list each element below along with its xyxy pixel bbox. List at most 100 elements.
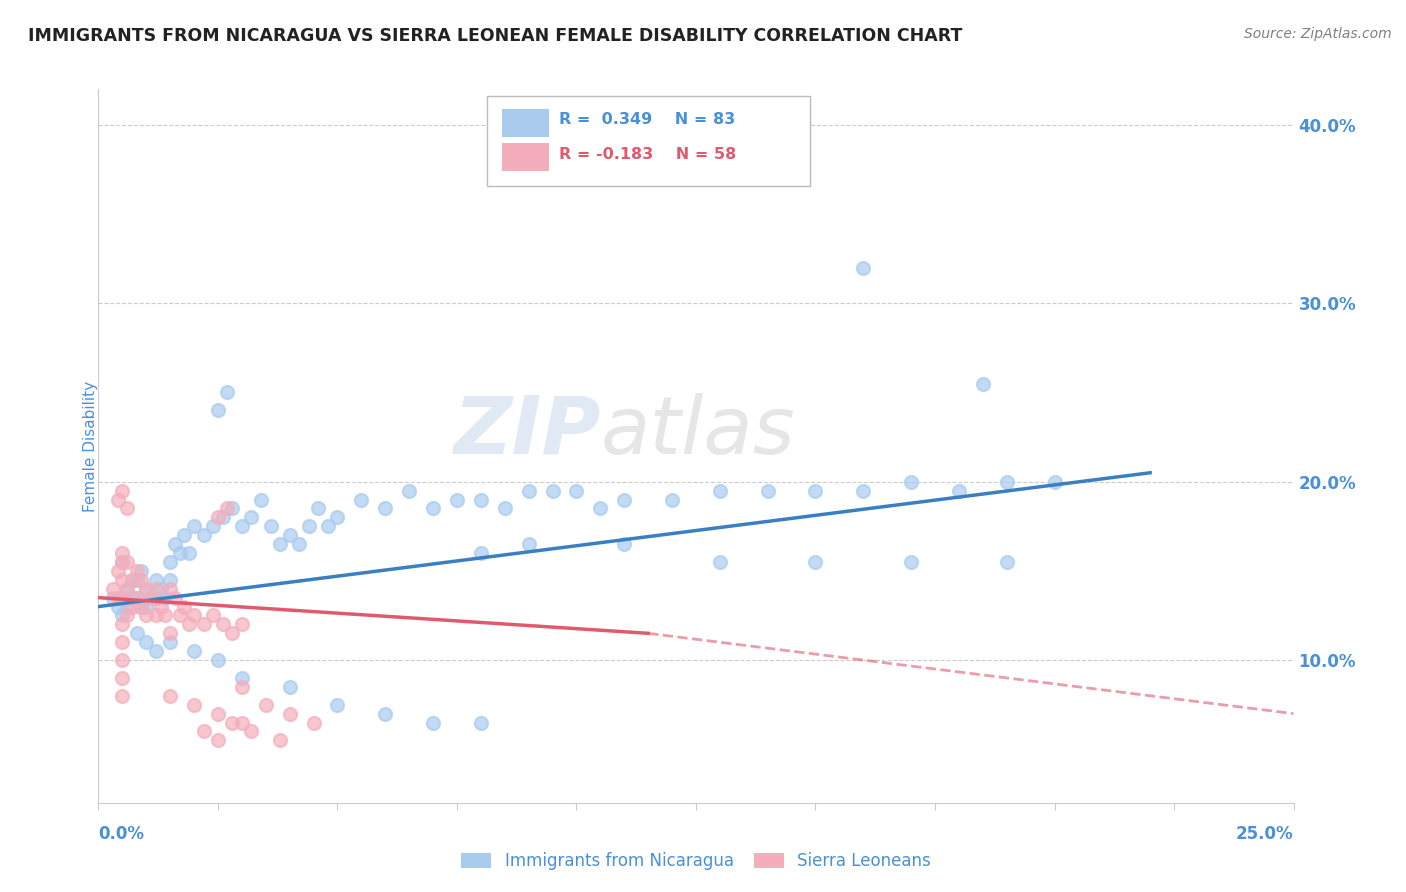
Point [326, 698, 349, 712]
Point [470, 715, 492, 730]
Point [155, 608, 177, 623]
Point [217, 385, 239, 400]
Point [101, 591, 124, 605]
Point [111, 689, 134, 703]
Point [107, 599, 129, 614]
Point [240, 724, 263, 739]
Point [101, 582, 124, 596]
Point [173, 599, 195, 614]
Legend: Immigrants from Nicaragua, Sierra Leoneans: Immigrants from Nicaragua, Sierra Leonea… [454, 846, 938, 877]
Point [900, 475, 922, 489]
Point [804, 555, 827, 569]
Point [316, 519, 339, 533]
Point [107, 492, 129, 507]
Point [159, 582, 181, 596]
Point [121, 599, 143, 614]
Point [422, 501, 444, 516]
Point [494, 501, 516, 516]
Text: Source: ZipAtlas.com: Source: ZipAtlas.com [1244, 27, 1392, 41]
Point [709, 555, 731, 569]
Point [149, 599, 172, 614]
FancyBboxPatch shape [486, 96, 810, 186]
Point [135, 635, 157, 649]
FancyBboxPatch shape [502, 143, 548, 170]
Point [278, 528, 301, 542]
Point [250, 492, 273, 507]
Point [111, 555, 134, 569]
Point [613, 537, 636, 551]
Point [565, 483, 588, 498]
Point [589, 501, 612, 516]
Point [183, 644, 205, 658]
Point [900, 555, 922, 569]
Point [231, 680, 253, 694]
Point [217, 501, 239, 516]
Point [852, 260, 875, 275]
Text: R = -0.183    N = 58: R = -0.183 N = 58 [558, 147, 735, 162]
Point [159, 573, 181, 587]
Point [179, 546, 201, 560]
Point [163, 537, 186, 551]
Point [159, 635, 181, 649]
Point [254, 698, 277, 712]
Point [193, 724, 215, 739]
Point [259, 519, 281, 533]
Point [115, 582, 138, 596]
Point [179, 617, 201, 632]
Point [183, 608, 205, 623]
Point [111, 608, 134, 623]
Point [155, 591, 177, 605]
Y-axis label: Female Disability: Female Disability [83, 380, 97, 512]
Point [145, 608, 167, 623]
Point [995, 555, 1018, 569]
Text: 25.0%: 25.0% [1236, 825, 1294, 843]
Text: ZIP: ZIP [453, 392, 600, 471]
Point [111, 555, 134, 569]
Point [159, 626, 181, 640]
Point [193, 528, 215, 542]
Point [948, 483, 970, 498]
Point [207, 510, 229, 524]
Point [115, 555, 138, 569]
Point [302, 715, 325, 730]
Point [1043, 475, 1066, 489]
Point [231, 671, 253, 685]
Point [115, 599, 138, 614]
Point [115, 501, 138, 516]
Point [269, 733, 291, 747]
Point [111, 617, 134, 632]
Point [111, 591, 134, 605]
Point [159, 555, 181, 569]
Point [202, 608, 225, 623]
Point [107, 564, 129, 578]
Point [470, 492, 492, 507]
Point [231, 617, 253, 632]
Point [211, 617, 233, 632]
Point [278, 680, 301, 694]
Point [135, 599, 157, 614]
Point [121, 573, 143, 587]
Point [221, 715, 243, 730]
Point [288, 537, 311, 551]
Point [131, 599, 153, 614]
Text: R =  0.349    N = 83: R = 0.349 N = 83 [558, 112, 735, 127]
Point [269, 537, 291, 551]
FancyBboxPatch shape [502, 109, 548, 137]
Point [709, 483, 731, 498]
Point [211, 510, 233, 524]
Point [307, 501, 329, 516]
Point [446, 492, 468, 507]
Point [398, 483, 420, 498]
Point [107, 591, 129, 605]
Point [145, 573, 167, 587]
Point [125, 573, 148, 587]
Point [125, 626, 148, 640]
Point [207, 706, 229, 721]
Point [111, 546, 134, 560]
Text: IMMIGRANTS FROM NICARAGUA VS SIERRA LEONEAN FEMALE DISABILITY CORRELATION CHART: IMMIGRANTS FROM NICARAGUA VS SIERRA LEON… [28, 27, 963, 45]
Point [145, 644, 167, 658]
Text: atlas: atlas [600, 392, 796, 471]
Point [183, 519, 205, 533]
Point [207, 733, 229, 747]
Point [231, 715, 253, 730]
